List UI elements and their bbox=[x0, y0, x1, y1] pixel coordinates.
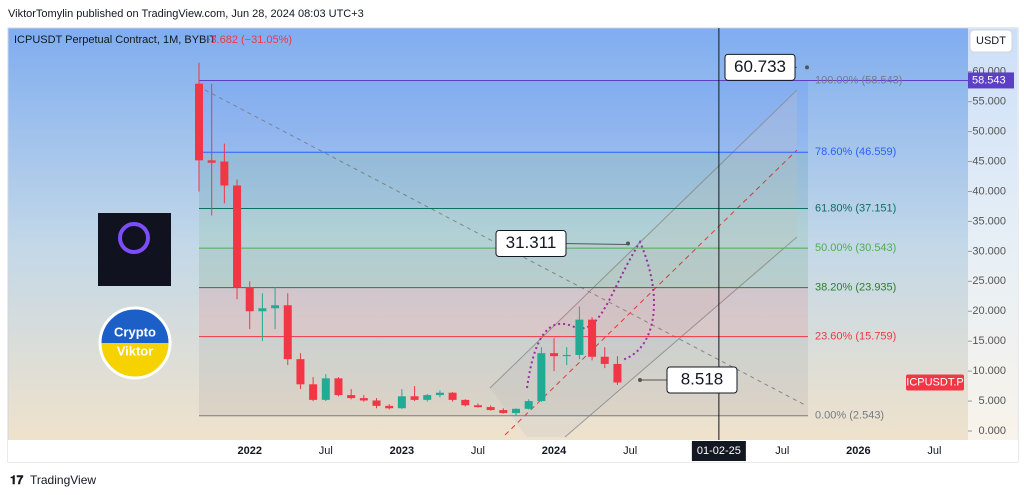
callout-dot bbox=[805, 65, 809, 70]
last-label: ICPUSDT.P bbox=[906, 376, 963, 388]
x-tick-label: 2024 bbox=[542, 445, 567, 457]
y-tick-label: 0.000 bbox=[978, 425, 1006, 437]
footer: TradingView bbox=[30, 473, 96, 487]
x-tick-label: Jul bbox=[775, 445, 789, 457]
y-tick-label: 5.000 bbox=[978, 395, 1006, 407]
candle-body bbox=[448, 392, 457, 400]
y-tick-label: 25.000 bbox=[972, 275, 1006, 287]
callout-label: 31.311 bbox=[506, 233, 557, 252]
symbol-title: ICPUSDT Perpetual Contract, 1M, BYBIT bbox=[14, 34, 216, 46]
logo-ring bbox=[98, 306, 172, 380]
fib-label: 100.00% (58.543) bbox=[815, 74, 902, 86]
candle-body bbox=[512, 408, 520, 414]
candle-body bbox=[486, 407, 495, 411]
candle-body bbox=[271, 305, 280, 309]
x-tick-label: 2022 bbox=[237, 445, 261, 457]
logo-bottom bbox=[100, 343, 170, 378]
candle-body bbox=[372, 400, 381, 406]
last-label-bg bbox=[906, 374, 964, 391]
logo-text: Crypto bbox=[114, 324, 156, 339]
logo-text: Viktor bbox=[117, 343, 154, 358]
fib-label: 61.80% (37.151) bbox=[815, 202, 896, 214]
x-tick-label: Jul bbox=[471, 445, 485, 457]
candle-body bbox=[283, 305, 292, 360]
fib-band bbox=[199, 80, 808, 153]
candle-body bbox=[359, 398, 368, 401]
candle-body bbox=[195, 83, 203, 161]
candle-body bbox=[207, 160, 216, 163]
candle-body bbox=[220, 161, 229, 186]
x-tick-label: 2026 bbox=[846, 445, 870, 457]
callout-box bbox=[724, 53, 796, 81]
time-axis bbox=[8, 440, 1018, 462]
candle-body bbox=[258, 308, 267, 312]
candle-body bbox=[600, 356, 609, 364]
candle-body bbox=[347, 395, 356, 399]
y-tick-label: 10.000 bbox=[972, 365, 1006, 377]
currency: USDT bbox=[976, 35, 1006, 47]
fib-label: 0.00% (2.543) bbox=[815, 410, 884, 422]
candle-body bbox=[245, 287, 254, 312]
fib-label: 38.20% (23.935) bbox=[815, 282, 896, 294]
y-tick-label: 40.000 bbox=[972, 185, 1006, 197]
callout-label: 60.733 bbox=[734, 57, 786, 76]
y-tick-label: 55.000 bbox=[972, 96, 1006, 108]
fib-band bbox=[199, 152, 808, 209]
x-tick-label: 01-02-25 bbox=[697, 445, 741, 457]
callout-line bbox=[561, 243, 629, 246]
currency-button[interactable] bbox=[969, 29, 1013, 53]
candle-body bbox=[524, 401, 533, 409]
candle-body bbox=[461, 399, 470, 406]
candle-body bbox=[435, 392, 444, 396]
y-tick-label: 45.000 bbox=[972, 155, 1006, 167]
y-tick-label: 20.000 bbox=[972, 305, 1006, 317]
candle-body bbox=[410, 396, 419, 400]
candle-body bbox=[562, 354, 571, 357]
candle-body bbox=[499, 410, 508, 414]
change: −3.682 (−31.05%) bbox=[204, 34, 292, 46]
fib-label: 50.00% (30.543) bbox=[815, 242, 896, 254]
x-tick-label: Jul bbox=[319, 445, 333, 457]
footer-logo: 𝟏𝟕 bbox=[10, 473, 24, 487]
candle-body bbox=[309, 384, 318, 400]
logo-top bbox=[100, 308, 170, 343]
avatar-icon bbox=[118, 222, 150, 254]
callout-dot bbox=[638, 378, 642, 383]
candle-body bbox=[397, 396, 406, 409]
candle-body bbox=[423, 395, 432, 400]
publisher: ViktorTomylin published on TradingView.c… bbox=[8, 8, 364, 20]
fib-label: 78.60% (46.559) bbox=[815, 146, 896, 158]
candle-body bbox=[575, 319, 584, 355]
fib-band bbox=[199, 287, 808, 337]
y-tick-label: 50.000 bbox=[972, 126, 1006, 138]
fib-label: 23.60% (15.759) bbox=[815, 331, 896, 343]
candle-body bbox=[550, 353, 559, 357]
candle-body bbox=[233, 185, 242, 288]
x-tick-label: Jul bbox=[623, 445, 637, 457]
callout-box bbox=[666, 366, 738, 394]
price-label-bg bbox=[968, 72, 1014, 89]
candle-body bbox=[385, 405, 394, 409]
candle-body bbox=[473, 405, 482, 408]
price-label: 58.543 bbox=[972, 74, 1006, 86]
x-tick-label: 2023 bbox=[390, 445, 414, 457]
candle-body bbox=[296, 359, 305, 385]
candle-body bbox=[321, 378, 330, 400]
candle-body bbox=[334, 378, 343, 396]
price-axis bbox=[968, 28, 1018, 440]
candle-body bbox=[613, 363, 622, 383]
callout-box bbox=[495, 230, 567, 258]
callout-label: 8.518 bbox=[681, 369, 724, 388]
callout-dot bbox=[626, 241, 630, 246]
y-tick-label: 30.000 bbox=[972, 245, 1006, 257]
candle-body bbox=[588, 319, 597, 357]
y-tick-label: 15.000 bbox=[972, 335, 1006, 347]
x-tick-label: Jul bbox=[927, 445, 941, 457]
crosshair-label-bg bbox=[691, 441, 746, 461]
y-tick-label: 35.000 bbox=[972, 215, 1006, 227]
candle-body bbox=[537, 353, 546, 402]
